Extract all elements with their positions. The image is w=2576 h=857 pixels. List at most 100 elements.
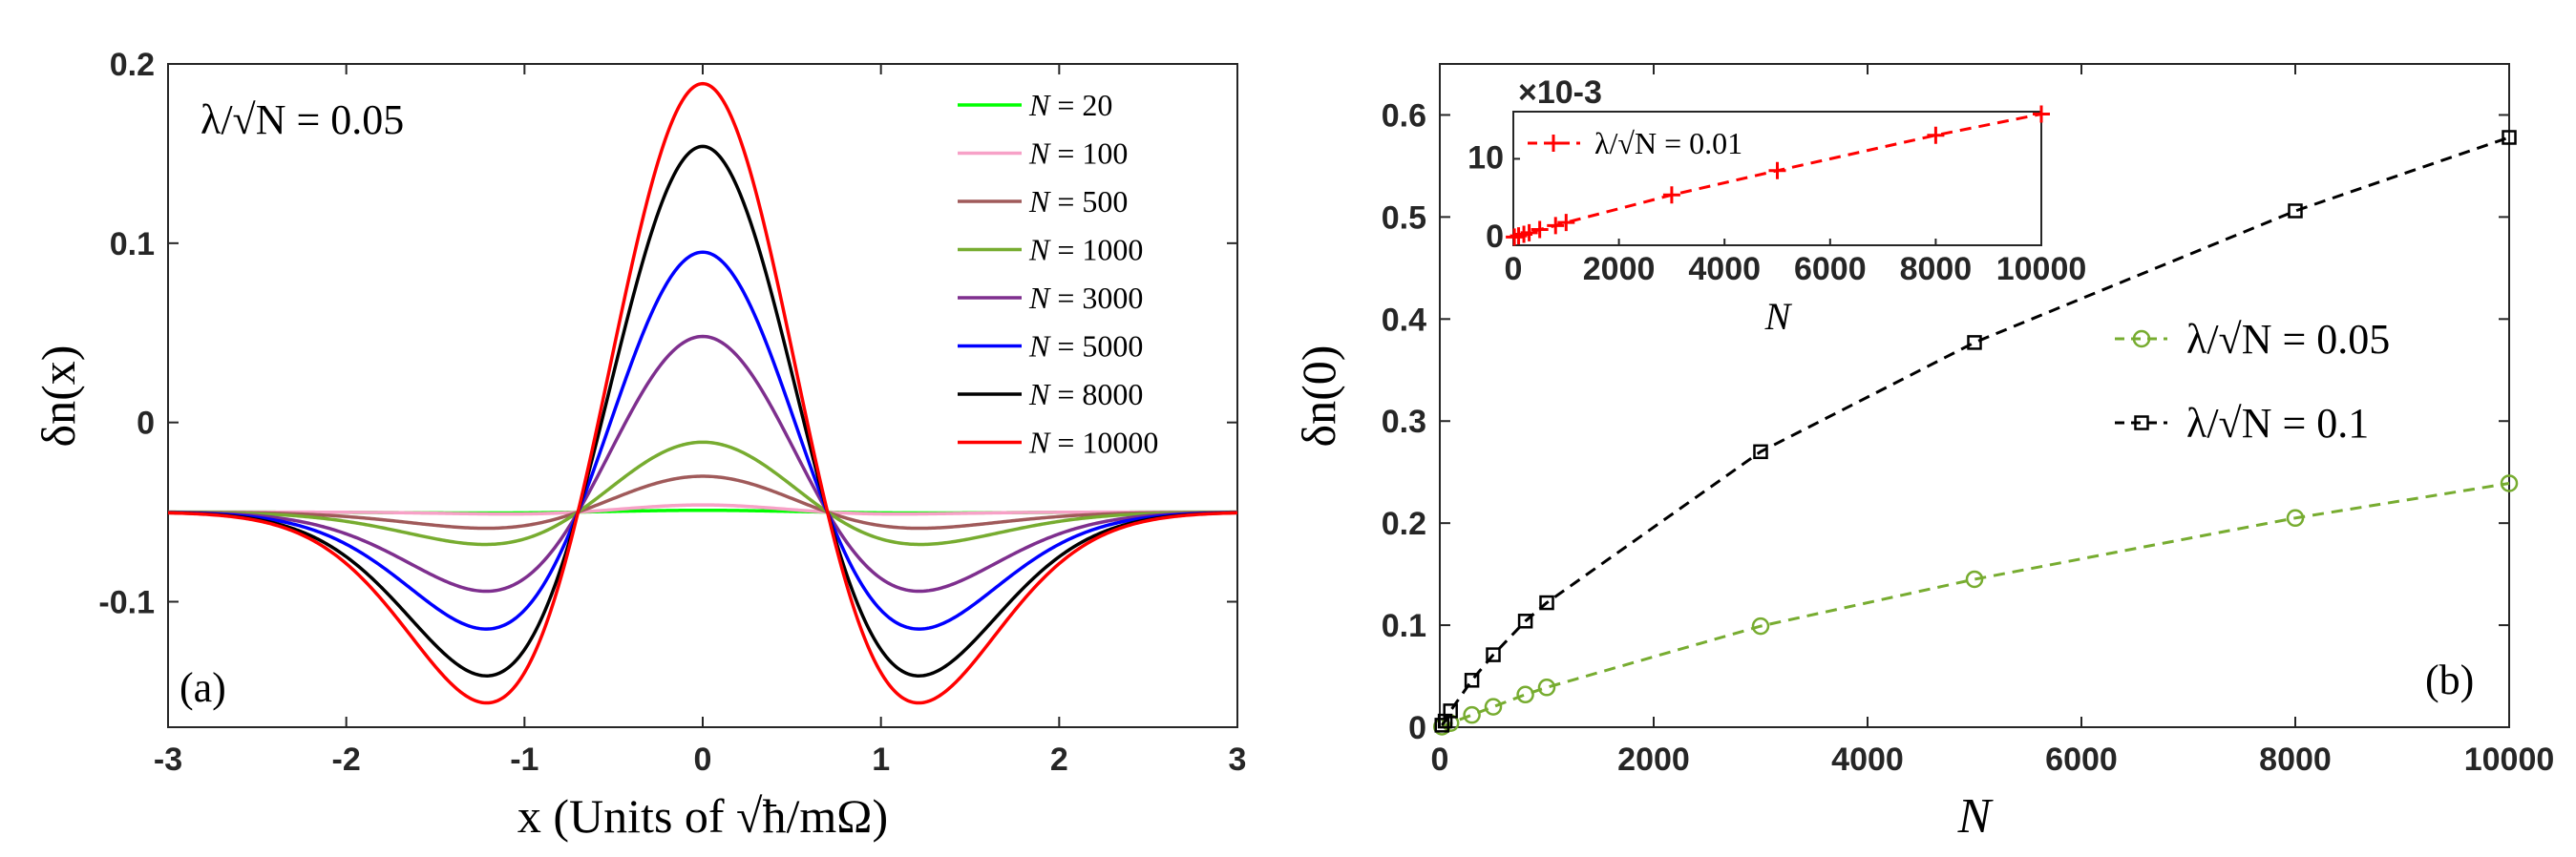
- inset-x-tick-label: 10000: [1996, 251, 2087, 287]
- inset-data-point: [1531, 220, 1549, 239]
- y-tick-label: 0.1: [1382, 608, 1426, 644]
- x-tick-label: -1: [510, 742, 538, 778]
- data-point-circle: [1751, 617, 1770, 636]
- legend-entry: N = 5000: [1028, 329, 1143, 364]
- legend-symbol-N: N: [1028, 88, 1051, 122]
- panel-a-annotation: λ/√N = 0.05: [201, 96, 404, 143]
- inset-x-tick-label: 8000: [1900, 251, 1973, 287]
- y-tick-label: 0.2: [1382, 506, 1426, 542]
- inset-data-point: [1768, 161, 1786, 179]
- panel-b-label: (b): [2425, 657, 2474, 703]
- panel-a-ylabel: δn(x): [32, 345, 85, 448]
- legend-entry: N = 20: [1028, 88, 1112, 122]
- data-point-circle: [1484, 698, 1503, 716]
- legend-symbol-N: N: [1028, 184, 1051, 219]
- legend-label: λ/√N = 0.1: [2186, 400, 2369, 447]
- y-tick-label: 0.5: [1382, 199, 1426, 236]
- legend-value: = 100: [1049, 136, 1128, 171]
- panel-b-legend: λ/√N = 0.05 λ/√N = 0.1: [2115, 316, 2390, 447]
- inset-ticks: 0 2000 4000 6000 8000 10000 0 10: [1467, 139, 2086, 287]
- x-tick-label: 0: [694, 742, 712, 778]
- series-line-N-5000: [167, 250, 1238, 631]
- inset-legend: λ/√N = 0.01: [1528, 126, 1742, 160]
- y-tick-label: 0.2: [110, 47, 155, 83]
- x-tick-label: 1: [872, 742, 890, 778]
- x-tick-label: 8000: [2259, 742, 2332, 778]
- y-tick-label: 0: [137, 406, 155, 442]
- legend-symbol-N: N: [1028, 426, 1051, 460]
- panel-b-series: [1432, 130, 2519, 736]
- data-point-square: [1443, 703, 1458, 719]
- panel-a-axes-box: [167, 63, 1238, 728]
- x-tick-label: 4000: [1831, 742, 1904, 778]
- legend-value: = 5000: [1049, 329, 1143, 364]
- inset-data-point: [1557, 214, 1575, 232]
- data-point-square: [2502, 130, 2517, 145]
- data-point-circle: [2500, 474, 2519, 492]
- x-tick-label: 2000: [1617, 742, 1690, 778]
- y-tick-label: 0.1: [110, 226, 155, 262]
- legend-value: = 20: [1049, 88, 1112, 122]
- data-point-square: [1464, 673, 1480, 688]
- data-point-circle: [2286, 509, 2305, 528]
- data-point-square: [1517, 614, 1533, 629]
- data-point-circle: [1463, 705, 1481, 724]
- data-point-square: [1539, 595, 1554, 611]
- panel-a-ticks: -3 -2 -1 0 1 2 3 -0.1 0 0.1 0.2: [98, 47, 1246, 778]
- panel-a-xlabel: x (Units of √ħ/mΩ): [517, 789, 888, 843]
- data-point-circle: [1537, 679, 1556, 697]
- data-point-circle: [1965, 570, 1984, 589]
- series-line-lambda-0.05: [1441, 482, 2510, 728]
- legend-entry: N = 1000: [1028, 233, 1143, 267]
- inset-y-tick-label: 10: [1467, 139, 1504, 176]
- panel-a: -3 -2 -1 0 1 2 3 -0.1 0 0.1 0.2 λ/√N = 0.05 (a) N …: [32, 47, 1246, 843]
- panel-b-ylabel: δn(0): [1292, 345, 1345, 448]
- data-point-square: [1753, 444, 1768, 460]
- series-line-N-8000: [167, 144, 1238, 678]
- legend-marker-circle: [2132, 329, 2151, 348]
- data-point-square: [1434, 718, 1449, 733]
- legend-marker-square: [2134, 415, 2149, 430]
- panel-b-xlabel: N: [1957, 789, 1995, 844]
- legend-value: = 10000: [1049, 426, 1158, 460]
- legend-value: = 3000: [1049, 281, 1143, 315]
- x-tick-label: 0: [1431, 742, 1449, 778]
- y-tick-label: 0: [1408, 710, 1426, 746]
- legend-symbol-N: N: [1028, 329, 1051, 364]
- series-line-N-3000: [167, 334, 1238, 594]
- inset-data-point: [2033, 105, 2050, 123]
- y-tick-label: 0.6: [1382, 97, 1426, 134]
- inset-legend-marker: [1545, 135, 1562, 152]
- x-tick-label: 2: [1050, 742, 1068, 778]
- inset-data-point: [1662, 186, 1680, 204]
- inset-x-tick-label: 4000: [1688, 251, 1761, 287]
- legend-value: = 8000: [1049, 377, 1143, 411]
- panel-a-curves: [167, 81, 1238, 705]
- x-tick-label: 3: [1229, 742, 1247, 778]
- legend-label: λ/√N = 0.05: [2186, 316, 2390, 363]
- inset-legend-label: λ/√N = 0.01: [1594, 126, 1742, 160]
- legend-entry: N = 3000: [1028, 281, 1143, 315]
- data-point-circle: [1516, 685, 1534, 704]
- inset-y-tick-label: 0: [1486, 219, 1504, 255]
- legend-value: = 1000: [1049, 233, 1143, 267]
- legend-entry: N = 10000: [1028, 426, 1158, 460]
- y-tick-label: -0.1: [98, 585, 155, 621]
- x-tick-label: -3: [154, 742, 182, 778]
- legend-symbol-N: N: [1028, 377, 1051, 411]
- x-tick-label: 10000: [2464, 742, 2555, 778]
- legend-entry: N = 500: [1028, 184, 1128, 219]
- inset-x-tick-label: 6000: [1794, 251, 1867, 287]
- inset-data-point: [1547, 217, 1565, 235]
- legend-value: = 500: [1049, 184, 1128, 219]
- x-tick-label: 6000: [2045, 742, 2118, 778]
- legend-entry: N = 100: [1028, 136, 1128, 171]
- series-line-N-100: [168, 503, 1237, 516]
- series-line-N-500: [168, 474, 1237, 531]
- legend-symbol-N: N: [1028, 136, 1051, 171]
- panel-a-label: (a): [179, 664, 226, 711]
- panel-b-ticks: 0 2000 4000 6000 8000 10000 0 0.1 0.2 0.3 0.4 0.5 0.…: [1382, 64, 2555, 778]
- legend-symbol-N: N: [1028, 233, 1051, 267]
